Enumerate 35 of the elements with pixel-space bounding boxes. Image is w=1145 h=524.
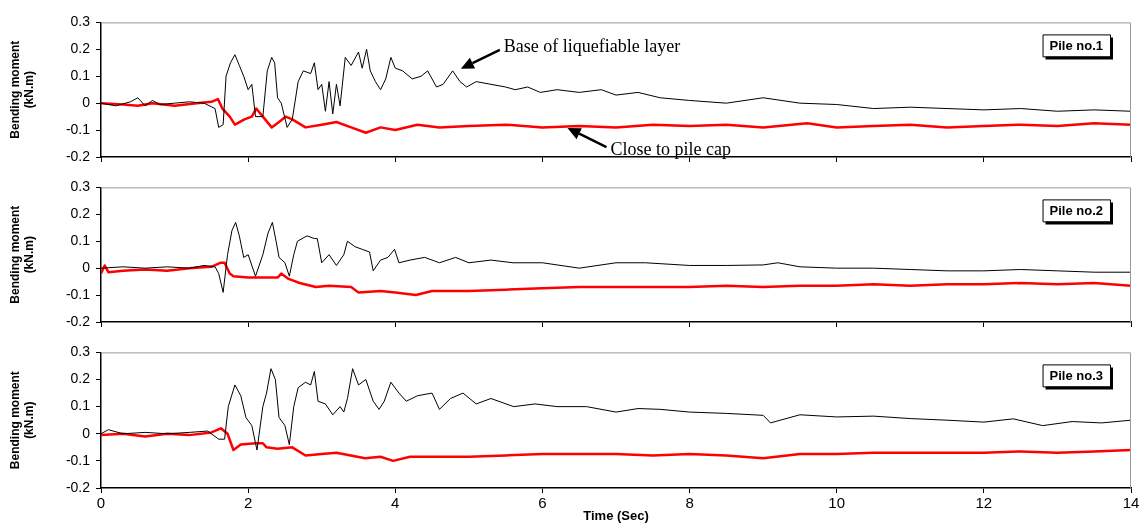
y-tick-label: 0.3 (70, 13, 91, 30)
y-tick-label: -0.2 (65, 147, 91, 164)
annotation: Pile no.1 (1049, 37, 1103, 53)
x-tick-label: 2 (243, 494, 253, 512)
y-tick-label: 0 (82, 259, 91, 276)
y-tick-label: 0 (82, 424, 91, 441)
y-tick-label: 0.2 (70, 205, 91, 222)
annotation: Pile no.3 (1049, 367, 1103, 383)
x-tick-label: 10 (828, 494, 846, 512)
y-axis-title: Bending moment (kN.m) (7, 205, 36, 304)
x-tick-label: 4 (391, 494, 400, 512)
x-tick-label: 12 (975, 494, 993, 512)
y-tick-label: 0.1 (70, 397, 91, 414)
x-axis-title: Time (Sec) (583, 507, 649, 523)
y-tick-label: -0.2 (65, 312, 91, 329)
y-tick-label: 0.2 (70, 370, 91, 387)
x-tick-label: 6 (538, 494, 547, 512)
y-tick-label: 0.3 (70, 178, 91, 195)
y-tick-label: 0.1 (70, 232, 91, 249)
x-tick-label: 0 (96, 494, 106, 512)
annotation: Close to pile cap (610, 138, 731, 159)
y-axis-title: Bending moment (kN.m) (7, 371, 36, 470)
y-tick-label: -0.2 (65, 478, 91, 495)
y-tick-label: -0.1 (65, 285, 91, 302)
annotation: Base of liquefiable layer (503, 35, 681, 56)
y-tick-label: 0.2 (70, 40, 91, 57)
y-tick-label: 0.1 (70, 67, 91, 84)
y-tick-label: 0 (82, 94, 91, 111)
x-tick-label: 14 (1122, 494, 1140, 512)
annotation: Pile no.2 (1049, 202, 1103, 218)
y-tick-label: -0.1 (65, 120, 91, 137)
y-tick-label: 0.3 (70, 343, 91, 360)
y-tick-label: -0.1 (65, 451, 91, 468)
y-axis-title: Bending moment (kN.m) (7, 40, 36, 139)
x-tick-label: 8 (685, 494, 694, 512)
